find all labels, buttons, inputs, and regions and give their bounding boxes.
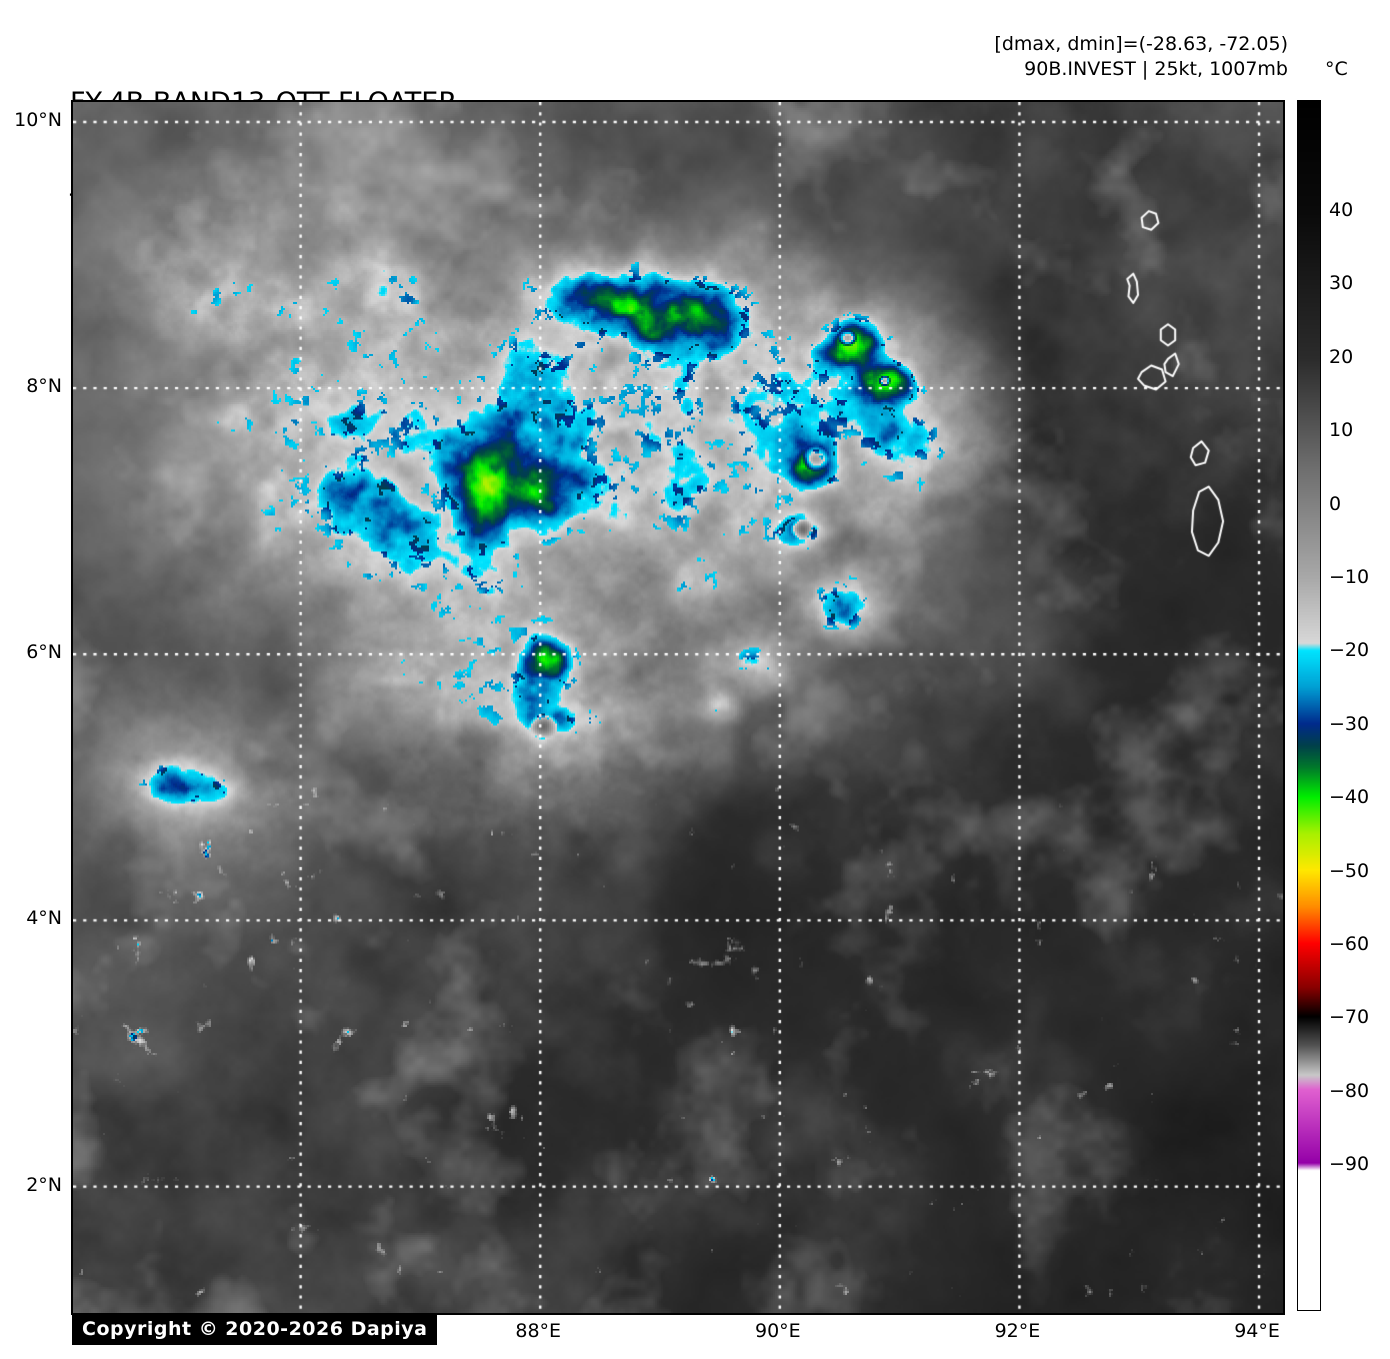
latitude-label-8N: 8°N [26, 375, 62, 398]
colorbar-tick-minus80: −80 [1329, 1079, 1370, 1102]
latitude-label-6N: 6°N [26, 641, 62, 664]
colorbar-gradient [1297, 100, 1321, 1311]
colorbar-tick-0: 0 [1329, 492, 1342, 515]
storm-info-label: 90B.INVEST | 25kt, 1007mb [1024, 58, 1288, 80]
colorbar-tick-40: 40 [1329, 199, 1354, 222]
colorbar [1297, 100, 1321, 1311]
colorbar-tick-minus10: −10 [1329, 566, 1370, 589]
colorbar-tick-minus60: −60 [1329, 933, 1370, 956]
latitude-label-2N: 2°N [26, 1173, 62, 1196]
colorbar-tick-minus20: −20 [1329, 639, 1370, 662]
colorbar-unit-label: °C [1325, 58, 1348, 80]
metadata-block: [dmax, dmin]=(-28.63, -72.05) 90B.INVEST… [994, 32, 1288, 82]
colorbar-tick-minus50: −50 [1329, 859, 1370, 882]
colorbar-tick-minus70: −70 [1329, 1006, 1370, 1029]
map-gridlines-and-coastlines [73, 102, 1283, 1313]
colorbar-tick-30: 30 [1329, 272, 1354, 295]
colorbar-tick-minus30: −30 [1329, 712, 1370, 735]
latitude-label-10N: 10°N [14, 108, 62, 131]
longitude-label-90E: 90°E [754, 1320, 801, 1342]
satellite-map-frame [71, 100, 1285, 1315]
colorbar-tick-minus90: −90 [1329, 1153, 1370, 1176]
longitude-label-88E: 88°E [515, 1320, 562, 1342]
colorbar-tick-minus40: −40 [1329, 786, 1370, 809]
latitude-label-4N: 4°N [26, 907, 62, 930]
colorbar-tick-10: 10 [1329, 419, 1354, 442]
colorbar-tick-20: 20 [1329, 345, 1354, 368]
longitude-label-94E: 94°E [1234, 1320, 1280, 1342]
longitude-label-92E: 92°E [994, 1320, 1041, 1342]
copyright-banner: Copyright © 2020-2026 Dapiya [72, 1314, 438, 1345]
dmax-dmin-label: [dmax, dmin]=(-28.63, -72.05) [994, 33, 1288, 55]
